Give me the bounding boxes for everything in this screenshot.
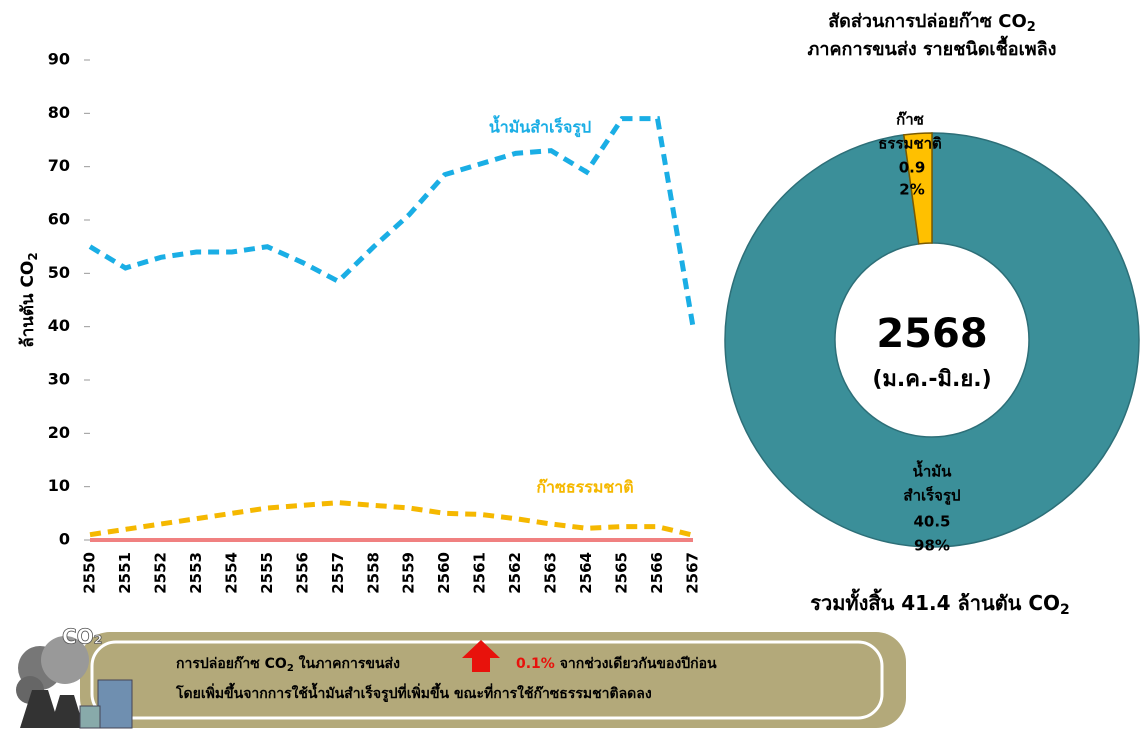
x-tick-label: 2562 bbox=[506, 552, 524, 594]
x-tick-label: 2561 bbox=[471, 552, 489, 594]
y-tick-label: 50 bbox=[48, 263, 70, 282]
y-tick-label: 30 bbox=[48, 370, 70, 389]
y-tick-label: 80 bbox=[48, 103, 70, 122]
y-tick-label: 10 bbox=[48, 476, 70, 495]
donut-slice bbox=[724, 132, 1140, 548]
x-tick-label: 2557 bbox=[329, 552, 347, 594]
y-tick-label: 70 bbox=[48, 156, 70, 175]
y-tick-label: 90 bbox=[48, 50, 70, 69]
donut-title: ภาคการขนส่ง รายชนิดเชื้อเพลิง bbox=[808, 35, 1057, 60]
slice-value: 40.5 bbox=[913, 513, 950, 531]
center-year: 2568 bbox=[876, 311, 987, 357]
y-tick-label: 20 bbox=[48, 423, 70, 442]
x-tick-label: 2567 bbox=[684, 552, 702, 594]
x-tick-label: 2551 bbox=[116, 552, 134, 594]
x-tick-label: 2554 bbox=[222, 552, 240, 594]
data-line bbox=[88, 116, 696, 328]
slice-label: ธรรมชาติ bbox=[878, 135, 942, 153]
x-tick-label: 2558 bbox=[364, 552, 382, 594]
x-tick-label: 2550 bbox=[81, 552, 99, 594]
slice-value: 0.9 bbox=[899, 159, 926, 177]
x-tick-label: 2565 bbox=[613, 552, 631, 594]
slice-percent: 98% bbox=[914, 537, 950, 555]
co2-icon: CO₂ bbox=[62, 625, 102, 649]
x-tick-label: 2552 bbox=[151, 552, 169, 594]
donut-slice bbox=[902, 132, 933, 245]
x-tick-label: 2559 bbox=[400, 552, 418, 594]
y-tick-label: 0 bbox=[59, 530, 70, 549]
slice-label: สำเร็จรูป bbox=[903, 486, 960, 506]
series-label: ก๊าซธรรมชาติ bbox=[536, 478, 633, 497]
slice-label: ก๊าซ bbox=[896, 111, 924, 129]
donut-title: สัดส่วนการปล่อยก๊าซ CO2 bbox=[828, 11, 1036, 35]
x-tick-label: 2566 bbox=[648, 552, 666, 594]
center-period: (ม.ค.-มิ.ย.) bbox=[872, 367, 991, 392]
banner-line: โดยเพิ่มขึ้นจากการใช้น้ำมันสำเร็จรูปที่เ… bbox=[175, 682, 652, 702]
slice-label: น้ำมัน bbox=[913, 460, 953, 481]
banner-line: 0.1% จากช่วงเดียวกันของปีก่อน bbox=[516, 656, 717, 672]
x-tick-label: 2553 bbox=[187, 552, 205, 594]
x-tick-label: 2564 bbox=[577, 552, 595, 594]
x-tick-label: 2555 bbox=[258, 552, 276, 594]
x-tick-label: 2556 bbox=[293, 552, 311, 594]
slice-percent: 2% bbox=[899, 181, 924, 199]
series-label: น้ำมันสำเร็จรูป bbox=[489, 115, 591, 139]
y-tick-label: 40 bbox=[48, 316, 70, 335]
y-tick-label: 60 bbox=[48, 210, 70, 229]
x-tick-label: 2560 bbox=[435, 552, 453, 594]
total-text: รวมทั้งสิ้น 41.4 ล้านตัน CO2 bbox=[810, 588, 1070, 619]
data-line bbox=[89, 500, 694, 538]
banner: CO₂ การปล่อยก๊าซ CO2 ในภาคการขนส่ง 0.1% … bbox=[16, 624, 906, 729]
x-tick-label: 2563 bbox=[542, 552, 560, 594]
banner-line: การปล่อยก๊าซ CO2 ในภาคการขนส่ง bbox=[176, 654, 400, 674]
y-axis-label: ล้านตัน CO2 bbox=[18, 252, 40, 347]
